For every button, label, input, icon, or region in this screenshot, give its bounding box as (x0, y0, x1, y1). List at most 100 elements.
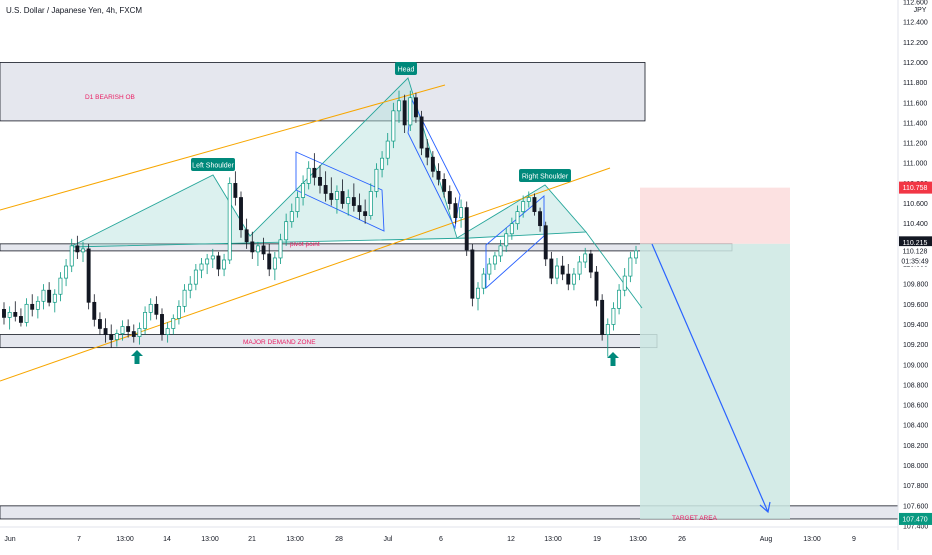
candle-body[interactable] (628, 257, 633, 277)
candle-body[interactable] (210, 255, 215, 260)
candle-body[interactable] (41, 289, 46, 302)
candle-body[interactable] (109, 334, 114, 340)
candle-body[interactable] (351, 197, 356, 206)
stop-loss-zone[interactable] (640, 187, 790, 244)
candle-body[interactable] (250, 241, 255, 253)
candle-body[interactable] (318, 176, 322, 186)
candle-body[interactable] (560, 265, 565, 275)
candle-body[interactable] (380, 157, 385, 170)
candle-body[interactable] (634, 250, 638, 259)
candle-body[interactable] (413, 97, 418, 118)
candle-body[interactable] (442, 179, 447, 192)
candle-body[interactable] (447, 191, 452, 204)
candle-body[interactable] (492, 255, 497, 265)
candle-body[interactable] (385, 140, 390, 159)
candle-body[interactable] (334, 191, 339, 200)
take-profit-zone[interactable] (640, 243, 790, 519)
candle-body[interactable] (216, 255, 221, 270)
candle-body[interactable] (52, 293, 57, 303)
candle-body[interactable] (205, 258, 210, 265)
candle-body[interactable] (165, 328, 170, 335)
candle-body[interactable] (476, 287, 480, 299)
candle-body[interactable] (532, 197, 537, 212)
candle-body[interactable] (430, 156, 435, 172)
candle-body[interactable] (13, 312, 18, 317)
candle-body[interactable] (47, 289, 52, 303)
candle-body[interactable] (176, 305, 181, 319)
candle-body[interactable] (114, 333, 119, 340)
candle-body[interactable] (605, 324, 610, 335)
zone-1[interactable] (0, 62, 646, 122)
candle-body[interactable] (148, 303, 153, 313)
candle-body[interactable] (131, 331, 136, 337)
candle-body[interactable] (611, 307, 616, 325)
channel-upper-line[interactable] (0, 84, 446, 211)
candle-body[interactable] (244, 229, 249, 243)
candle-body[interactable] (86, 248, 91, 303)
pattern-neckline-exit[interactable] (585, 231, 643, 309)
candle-body[interactable] (81, 248, 85, 253)
candle-body[interactable] (419, 116, 424, 149)
candle-body[interactable] (594, 271, 599, 301)
candle-body[interactable] (30, 303, 35, 310)
candle-body[interactable] (92, 301, 97, 320)
candle-body[interactable] (103, 328, 108, 335)
candle-body[interactable] (18, 316, 23, 323)
candle-body[interactable] (2, 308, 6, 318)
candle-body[interactable] (487, 263, 492, 275)
candle-body[interactable] (227, 183, 232, 261)
candle-body[interactable] (143, 312, 148, 329)
candle-body[interactable] (577, 261, 582, 275)
candle-body[interactable] (295, 197, 300, 212)
candle-body[interactable] (464, 207, 469, 251)
head-and-shoulders-pattern[interactable] (69, 77, 587, 248)
projection-arrow-head[interactable] (759, 501, 771, 514)
candle-body[interactable] (571, 273, 576, 285)
candle-body[interactable] (289, 211, 294, 223)
candle-body[interactable] (160, 314, 164, 335)
candle-body[interactable] (188, 283, 193, 291)
zone-3[interactable] (0, 334, 658, 349)
candle-body[interactable] (538, 211, 543, 227)
candle-body[interactable] (425, 147, 430, 158)
candle-body[interactable] (239, 197, 243, 231)
candle-body[interactable] (346, 197, 351, 204)
candle-body[interactable] (301, 183, 306, 198)
candle-body[interactable] (58, 277, 63, 295)
candle-body[interactable] (453, 203, 458, 218)
candle-body[interactable] (35, 300, 40, 310)
candle-body[interactable] (470, 249, 475, 299)
candle-body[interactable] (526, 197, 531, 202)
candle-body[interactable] (521, 201, 526, 212)
candle-body[interactable] (374, 168, 379, 192)
candle-body[interactable] (402, 100, 407, 126)
candle-body[interactable] (600, 299, 605, 335)
candle-body[interactable] (75, 245, 80, 253)
candle-body[interactable] (504, 233, 509, 247)
candle-body[interactable] (64, 265, 69, 279)
candle-body[interactable] (120, 326, 125, 334)
candle-body[interactable] (363, 211, 368, 216)
candle-body[interactable] (588, 253, 593, 273)
candle-body[interactable] (267, 253, 272, 270)
candle-body[interactable] (137, 328, 142, 337)
candle-body[interactable] (397, 100, 401, 112)
candle-body[interactable] (543, 225, 548, 260)
candle-body[interactable] (182, 289, 187, 307)
candle-body[interactable] (509, 223, 514, 235)
candle-body[interactable] (171, 318, 176, 329)
candle-body[interactable] (261, 245, 266, 255)
candle-body[interactable] (368, 191, 373, 216)
candle-body[interactable] (498, 245, 503, 257)
candle-body[interactable] (391, 110, 396, 142)
candle-body[interactable] (549, 258, 554, 279)
candle-body[interactable] (459, 207, 464, 218)
candle-body[interactable] (154, 303, 159, 315)
candle-body[interactable] (481, 273, 486, 289)
candle-body[interactable] (272, 257, 277, 270)
candle-body[interactable] (357, 205, 362, 212)
candle-body[interactable] (193, 269, 198, 285)
candle-body[interactable] (436, 170, 441, 180)
candle-body[interactable] (312, 167, 317, 178)
